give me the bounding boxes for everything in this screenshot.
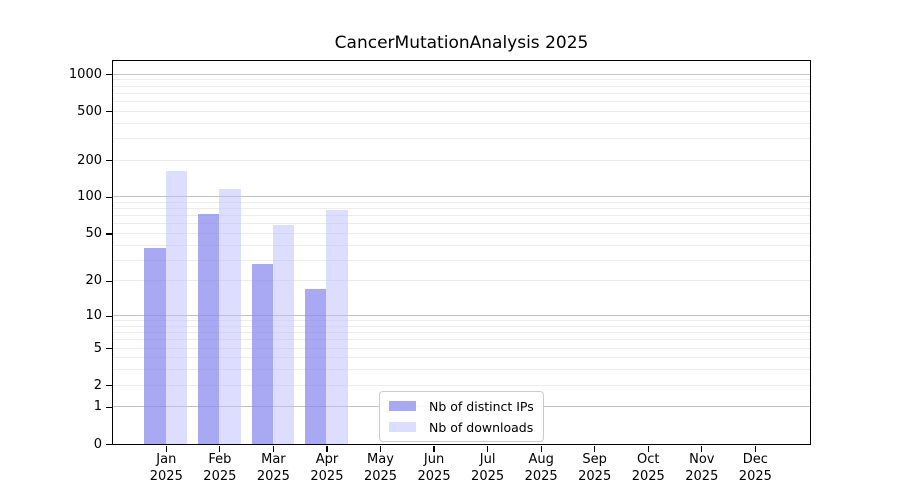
- y-tick-label: 0: [93, 436, 102, 452]
- minor-gridline: [113, 122, 810, 124]
- minor-gridline: [113, 159, 810, 161]
- minor-gridline: [113, 320, 810, 322]
- legend-swatch-downloads: [389, 422, 416, 432]
- y-axis-tick: [106, 347, 112, 350]
- minor-gridline: [113, 339, 810, 341]
- x-axis-tick: [272, 445, 275, 452]
- minor-gridline: [113, 325, 810, 327]
- minor-gridline: [113, 259, 810, 261]
- y-axis-tick: [106, 233, 112, 235]
- minor-gridline: [113, 357, 810, 359]
- chart-title: CancerMutationAnalysis 2025: [334, 33, 589, 53]
- y-axis-tick: [106, 406, 112, 409]
- y-axis-tick: [106, 385, 112, 387]
- x-tick-label: Jul 2025: [471, 452, 505, 484]
- x-axis-tick: [701, 445, 703, 452]
- x-axis-tick: [326, 445, 328, 452]
- y-axis-tick: [106, 196, 112, 199]
- y-tick-label: 50: [85, 225, 102, 241]
- legend-swatch-distinct-ips: [389, 401, 416, 411]
- y-axis-tick: [106, 111, 112, 113]
- x-tick-label: Apr 2025: [310, 452, 344, 484]
- y-axis-tick: [106, 159, 112, 162]
- y-tick-label: 1000: [68, 66, 102, 82]
- bar-downloads: [165, 171, 188, 444]
- bar-distinct-ips: [197, 213, 220, 444]
- legend-item-downloads: Nb of downloads: [389, 418, 534, 436]
- x-tick-label: Jun 2025: [417, 452, 451, 484]
- minor-gridline: [113, 369, 810, 371]
- x-tick-label: Sep 2025: [578, 452, 612, 484]
- minor-gridline: [113, 347, 810, 349]
- major-gridline: [113, 73, 810, 75]
- x-tick-label: Dec 2025: [738, 452, 772, 484]
- minor-gridline: [113, 79, 810, 81]
- x-axis-tick: [486, 445, 489, 452]
- gridlines-layer: [113, 61, 810, 444]
- y-tick-label: 500: [77, 103, 102, 119]
- x-axis-tick: [219, 445, 221, 452]
- y-tick-label: 5: [93, 340, 102, 356]
- bar-distinct-ips: [144, 247, 166, 444]
- minor-gridline: [113, 332, 810, 334]
- x-axis-tick: [754, 445, 756, 452]
- minor-gridline: [113, 85, 810, 87]
- minor-gridline: [113, 92, 810, 94]
- bar-downloads: [326, 210, 348, 444]
- y-axis-tick: [106, 280, 112, 283]
- minor-gridline: [113, 215, 810, 217]
- x-axis-tick: [647, 445, 649, 452]
- minor-gridline: [113, 384, 810, 386]
- legend-label-distinct-ips: Nb of distinct IPs: [429, 398, 534, 414]
- minor-gridline: [113, 232, 810, 234]
- x-tick-label: Feb 2025: [203, 452, 237, 484]
- x-axis-tick: [594, 445, 596, 452]
- minor-gridline: [113, 223, 810, 225]
- legend-item-distinct-ips: Nb of distinct IPs: [389, 397, 534, 415]
- y-tick-label: 10: [85, 308, 102, 324]
- y-tick-label: 100: [77, 189, 102, 205]
- y-axis-tick: [106, 73, 112, 76]
- y-tick-label: 2: [93, 377, 102, 393]
- bars-layer: [113, 61, 810, 444]
- minor-gridline: [113, 280, 810, 282]
- major-gridline: [113, 196, 810, 198]
- bar-downloads: [272, 224, 295, 444]
- x-tick-label: Nov 2025: [685, 452, 719, 484]
- x-tick-label: May 2025: [363, 452, 398, 484]
- y-tick-label: 20: [85, 273, 102, 289]
- legend-label-downloads: Nb of downloads: [429, 419, 534, 435]
- plot-area: [112, 60, 811, 445]
- x-tick-label: Aug 2025: [524, 452, 558, 484]
- legend: Nb of distinct IPs Nb of downloads: [379, 391, 544, 442]
- bar-distinct-ips: [305, 289, 327, 444]
- y-tick-label: 200: [77, 152, 102, 168]
- y-axis-tick: [106, 315, 112, 317]
- major-gridline: [113, 315, 810, 317]
- y-tick-label: 1: [93, 399, 102, 415]
- minor-gridline: [113, 100, 810, 102]
- x-tick-label: Mar 2025: [256, 452, 290, 484]
- x-axis-tick: [165, 445, 167, 452]
- minor-gridline: [113, 137, 810, 139]
- x-axis-tick: [433, 445, 435, 452]
- bar-downloads: [219, 189, 241, 444]
- x-tick-label: Jan 2025: [149, 452, 183, 484]
- bar-distinct-ips: [251, 263, 273, 444]
- minor-gridline: [113, 201, 810, 203]
- x-tick-label: Oct 2025: [631, 452, 665, 484]
- y-axis-tick: [106, 443, 112, 446]
- minor-gridline: [113, 208, 810, 210]
- x-axis-tick: [379, 445, 382, 452]
- minor-gridline: [113, 244, 810, 246]
- minor-gridline: [113, 110, 810, 112]
- x-axis-tick: [540, 445, 542, 452]
